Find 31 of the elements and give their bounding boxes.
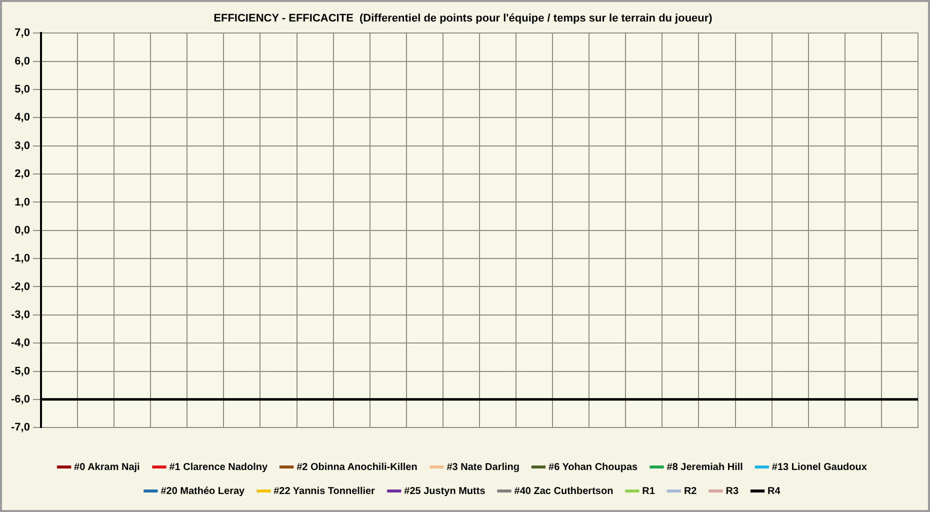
y-tick-label: -2,0 xyxy=(10,280,30,293)
legend-label: #8 Jeremiah Hill xyxy=(666,462,744,473)
y-tick-label: 0,0 xyxy=(14,224,30,236)
legend-label: #1 Clarence Nadolny xyxy=(169,462,268,473)
y-tick-label: -7,0 xyxy=(10,422,30,434)
y-tick-label: -4,0 xyxy=(10,337,30,350)
y-tick-label: 4,0 xyxy=(14,112,30,124)
legend-label: #20 Mathéo Leray xyxy=(160,486,246,497)
legend-label: #3 Nate Darling xyxy=(446,462,520,473)
y-tick-label: 3,0 xyxy=(14,140,30,152)
y-tick-label: 2,0 xyxy=(14,168,30,180)
y-tick-label: 5,0 xyxy=(14,84,30,96)
chart-title: EFFICIENCY - EFFICACITE (Differentiel de points pour l'équipe / temps sur le terrain du joueur) xyxy=(214,12,713,25)
legend-label: #2 Obinna Anochili-Killen xyxy=(296,462,418,473)
y-tick-label: -6,0 xyxy=(10,393,30,406)
legend-label: R3 xyxy=(726,486,739,497)
legend-label: R1 xyxy=(642,486,656,497)
legend-label: #22 Yannis Tonnellier xyxy=(274,486,376,497)
y-tick-label: 1,0 xyxy=(14,196,30,208)
legend-label: #25 Justyn Mutts xyxy=(404,486,486,497)
legend-label: #40 Zac Cuthbertson xyxy=(514,486,614,497)
y-tick-label: -3,0 xyxy=(10,308,30,321)
y-tick-label: -1,0 xyxy=(10,252,30,265)
y-tick-label: 7,0 xyxy=(14,27,30,40)
legend-label: R4 xyxy=(768,486,781,497)
legend-label: #13 Lionel Gaudoux xyxy=(772,462,868,473)
legend-label: #6 Yohan Choupas xyxy=(548,462,638,473)
y-tick-label: 6,0 xyxy=(14,55,30,68)
legend-label: R2 xyxy=(684,486,698,497)
y-tick-label: -5,0 xyxy=(10,365,30,378)
legend-label: #0 Akram Naji xyxy=(74,462,140,473)
